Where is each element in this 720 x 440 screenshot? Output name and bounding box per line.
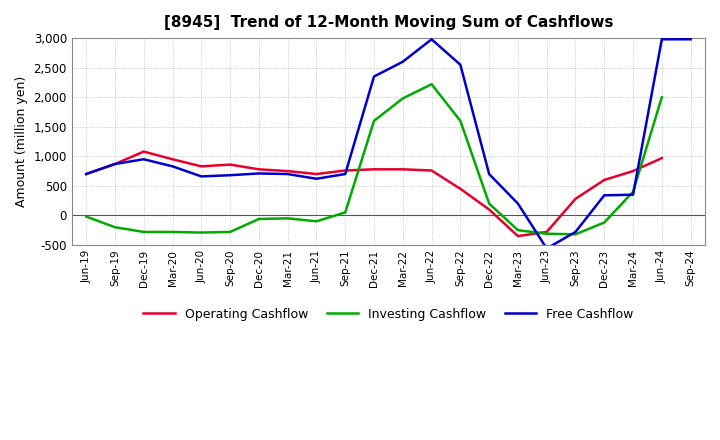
Operating Cashflow xyxy=(513,234,522,239)
Free Cashflow xyxy=(686,37,695,42)
Y-axis label: Amount (million yen): Amount (million yen) xyxy=(15,76,28,207)
Operating Cashflow xyxy=(657,155,666,161)
Free Cashflow xyxy=(542,246,551,251)
Free Cashflow xyxy=(485,172,493,177)
Free Cashflow xyxy=(513,201,522,206)
Free Cashflow xyxy=(140,157,148,162)
Operating Cashflow xyxy=(226,162,235,167)
Free Cashflow xyxy=(398,59,407,64)
Operating Cashflow xyxy=(427,168,436,173)
Free Cashflow xyxy=(312,176,321,181)
Operating Cashflow xyxy=(140,149,148,154)
Free Cashflow xyxy=(226,172,235,178)
Investing Cashflow xyxy=(657,95,666,100)
Title: [8945]  Trend of 12-Month Moving Sum of Cashflows: [8945] Trend of 12-Month Moving Sum of C… xyxy=(163,15,613,30)
Line: Free Cashflow: Free Cashflow xyxy=(86,39,690,249)
Investing Cashflow xyxy=(140,229,148,235)
Free Cashflow xyxy=(168,164,177,169)
Investing Cashflow xyxy=(341,210,349,215)
Free Cashflow xyxy=(600,193,608,198)
Investing Cashflow xyxy=(571,232,580,237)
Investing Cashflow xyxy=(485,201,493,206)
Free Cashflow xyxy=(284,172,292,177)
Investing Cashflow xyxy=(456,118,464,124)
Investing Cashflow xyxy=(82,214,91,219)
Free Cashflow xyxy=(427,37,436,42)
Operating Cashflow xyxy=(398,167,407,172)
Free Cashflow xyxy=(111,161,120,167)
Investing Cashflow xyxy=(226,229,235,235)
Operating Cashflow xyxy=(341,168,349,173)
Investing Cashflow xyxy=(168,229,177,235)
Free Cashflow xyxy=(657,37,666,42)
Operating Cashflow xyxy=(111,161,120,167)
Investing Cashflow xyxy=(629,189,637,194)
Operating Cashflow xyxy=(255,167,264,172)
Investing Cashflow xyxy=(427,81,436,87)
Operating Cashflow xyxy=(82,172,91,177)
Operating Cashflow xyxy=(571,196,580,202)
Free Cashflow xyxy=(571,229,580,235)
Legend: Operating Cashflow, Investing Cashflow, Free Cashflow: Operating Cashflow, Investing Cashflow, … xyxy=(138,303,639,326)
Free Cashflow xyxy=(341,172,349,177)
Line: Investing Cashflow: Investing Cashflow xyxy=(86,84,662,235)
Investing Cashflow xyxy=(284,216,292,221)
Free Cashflow xyxy=(629,192,637,198)
Operating Cashflow xyxy=(485,207,493,212)
Operating Cashflow xyxy=(197,164,206,169)
Operating Cashflow xyxy=(369,167,378,172)
Operating Cashflow xyxy=(600,177,608,183)
Investing Cashflow xyxy=(255,216,264,222)
Investing Cashflow xyxy=(600,220,608,225)
Operating Cashflow xyxy=(312,172,321,177)
Operating Cashflow xyxy=(456,186,464,191)
Operating Cashflow xyxy=(629,169,637,174)
Investing Cashflow xyxy=(197,230,206,235)
Investing Cashflow xyxy=(513,227,522,233)
Free Cashflow xyxy=(255,171,264,176)
Investing Cashflow xyxy=(312,219,321,224)
Line: Operating Cashflow: Operating Cashflow xyxy=(86,151,662,236)
Operating Cashflow xyxy=(284,169,292,174)
Operating Cashflow xyxy=(542,229,551,235)
Investing Cashflow xyxy=(542,231,551,236)
Free Cashflow xyxy=(82,172,91,177)
Operating Cashflow xyxy=(168,157,177,162)
Investing Cashflow xyxy=(111,224,120,230)
Free Cashflow xyxy=(369,74,378,79)
Investing Cashflow xyxy=(369,118,378,124)
Free Cashflow xyxy=(456,62,464,67)
Investing Cashflow xyxy=(398,96,407,101)
Free Cashflow xyxy=(197,174,206,179)
